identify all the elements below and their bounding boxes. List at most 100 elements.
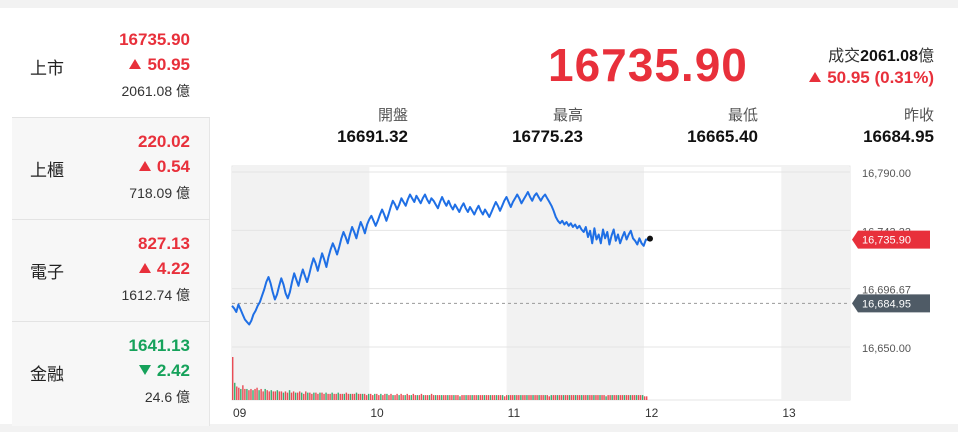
volume-bar (365, 395, 368, 400)
volume-bar (455, 395, 457, 400)
volume-bar (599, 395, 601, 400)
volume-bar (404, 395, 406, 400)
stat-label: 昨收 (903, 107, 934, 124)
volume-bar (550, 395, 553, 400)
volume-bar (380, 393, 382, 400)
volume-bar (355, 392, 358, 400)
volume-bar (286, 392, 289, 400)
volume-bar (540, 395, 542, 400)
sidebar-item-price: 1641.13 (128, 336, 190, 355)
volume-bar (552, 395, 555, 400)
intraday-chart: 16,790.0016,743.3316,696.6716,650.000910… (231, 165, 930, 420)
volume-bar (232, 357, 234, 400)
volume-bar (617, 395, 619, 400)
volume-bar (367, 393, 370, 400)
stat-value: 16775.23 (512, 127, 583, 146)
volume-bar (583, 395, 585, 400)
volume-bar (412, 393, 415, 400)
volume-bar (361, 393, 364, 400)
volume-bar (641, 395, 644, 400)
sidebar-item-electronics[interactable]: 電子 827.13 4.22 1612.74 億 (12, 220, 210, 322)
volume-bar (639, 395, 642, 400)
volume-unit: 億 (917, 48, 934, 65)
volume-bar (402, 395, 404, 400)
volume-bar (510, 395, 512, 400)
sidebar-item-change: 4.22 (138, 259, 190, 279)
volume-bar (390, 393, 392, 400)
volume-bar (398, 395, 400, 400)
stat-open: 開盤 16691.32 (337, 104, 408, 147)
volume-bar (372, 395, 374, 400)
sidebar-item-twse[interactable]: 上市 16735.90 50.95 2061.08 億 (12, 16, 210, 118)
volume-bar (566, 395, 569, 400)
volume-bar (307, 392, 309, 400)
stat-label: 最低 (727, 107, 758, 124)
sidebar-item-finance[interactable]: 金融 1641.13 2.42 24.6 億 (12, 322, 210, 424)
volume-bar (591, 395, 593, 400)
volume-bar (294, 392, 297, 400)
volume-bar (256, 387, 258, 400)
sidebar-item-volume: 718.09 億 (129, 185, 190, 201)
volume-bar (585, 395, 587, 400)
volume-bar (491, 395, 494, 400)
volume-bar (487, 395, 490, 400)
volume-bar (347, 393, 350, 400)
change-value: 0.54 (156, 157, 190, 176)
volume-bar (418, 395, 421, 400)
volume-bar (625, 395, 628, 400)
volume-bar (637, 395, 640, 400)
volume-bar (290, 392, 293, 400)
volume-bar (595, 395, 597, 400)
volume-bar (601, 395, 603, 400)
current-price: 16735.90 (548, 39, 748, 91)
volume-bar (459, 396, 461, 400)
volume-bar (457, 395, 459, 400)
volume-bar (548, 396, 550, 400)
volume-bar (633, 395, 636, 400)
volume-bar (388, 395, 390, 400)
volume-bar (300, 392, 303, 400)
prev-close-tag (852, 294, 930, 313)
volume-bar (516, 395, 518, 400)
x-tick-label: 10 (370, 406, 384, 420)
volume-bar (631, 395, 634, 400)
volume-bar (349, 393, 352, 400)
current-price-tag-label: 16,735.90 (862, 235, 911, 247)
volume-bar (530, 395, 532, 400)
volume-bar (331, 392, 333, 400)
volume-bar (298, 391, 301, 400)
index-sidebar: 上市 16735.90 50.95 2061.08 億 上櫃 220.02 0.… (12, 16, 210, 426)
volume-bar (317, 393, 319, 400)
volume-bar (392, 395, 394, 400)
volume-bar (447, 395, 449, 400)
volume-bar (479, 395, 481, 400)
stat-label: 開盤 (377, 107, 408, 124)
volume-bar (544, 395, 546, 400)
volume-bar (236, 386, 238, 400)
volume-bar (469, 395, 471, 400)
last-price-dot (647, 235, 653, 242)
volume-bar (645, 396, 648, 400)
current-price-tag (852, 230, 930, 249)
volume-bar (481, 395, 484, 400)
sidebar-item-price: 827.13 (138, 234, 190, 253)
volume-bar (449, 395, 451, 400)
volume-bar (534, 395, 536, 400)
x-tick-label: 09 (233, 406, 247, 420)
volume-bar (587, 395, 589, 400)
volume-bar (613, 395, 615, 400)
volume-bar (311, 393, 313, 400)
volume-bar (339, 393, 341, 400)
volume-bar (621, 395, 624, 400)
volume-bar (434, 395, 437, 400)
sidebar-item-otc[interactable]: 上櫃 220.02 0.54 718.09 億 (12, 118, 210, 220)
volume-bar (501, 395, 504, 400)
volume-bar (394, 395, 396, 400)
volume-bar (396, 393, 398, 400)
volume-bar (351, 393, 354, 400)
volume-bar (465, 395, 467, 400)
volume-bar (278, 391, 281, 400)
volume-bar (357, 393, 360, 400)
volume-bar (414, 395, 417, 400)
volume-bar (512, 395, 514, 400)
